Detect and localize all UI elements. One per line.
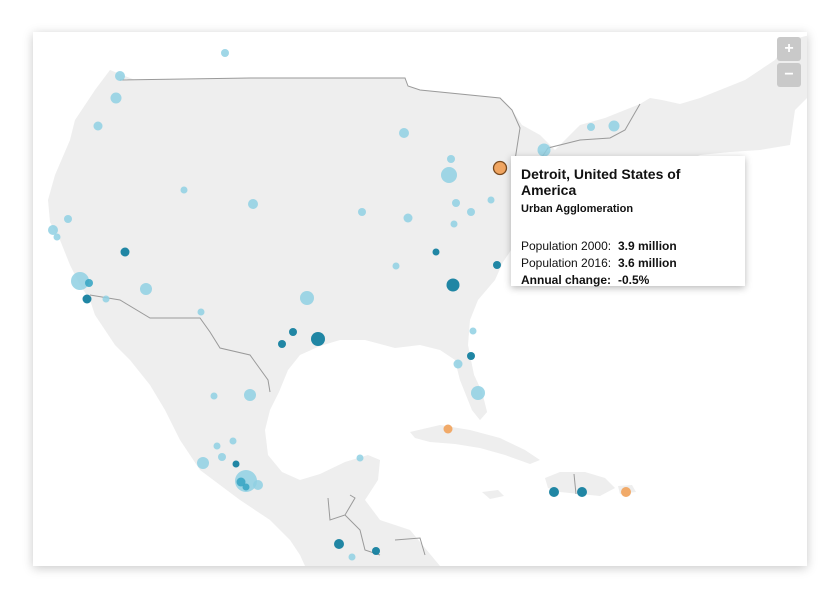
city-marker[interactable]	[447, 155, 455, 163]
tooltip-value: -0.5%	[618, 273, 650, 287]
city-marker[interactable]	[487, 196, 495, 204]
city-marker[interactable]	[210, 392, 218, 400]
city-marker[interactable]	[446, 278, 460, 292]
city-marker[interactable]	[197, 457, 209, 469]
city-marker[interactable]	[587, 123, 595, 131]
city-marker[interactable]	[102, 295, 110, 303]
city-marker[interactable]	[235, 470, 257, 492]
zoom-out-button[interactable]: −	[777, 63, 801, 87]
zoom-in-button[interactable]: +	[777, 37, 801, 61]
city-marker[interactable]	[253, 480, 263, 490]
city-marker[interactable]	[549, 487, 559, 497]
tooltip-row-annual-change: Annual change: -0.5%	[521, 272, 735, 289]
city-marker[interactable]	[469, 327, 477, 335]
city-marker[interactable]	[180, 186, 188, 194]
city-marker[interactable]	[110, 92, 122, 104]
city-marker[interactable]	[356, 454, 364, 462]
haiti-dr-border	[573, 473, 577, 495]
city-marker[interactable]	[452, 199, 460, 207]
city-marker[interactable]	[82, 294, 92, 304]
city-marker[interactable]	[71, 272, 89, 290]
city-marker[interactable]	[64, 215, 72, 223]
city-marker[interactable]	[218, 453, 226, 461]
city-marker[interactable]	[85, 279, 93, 287]
city-marker[interactable]	[48, 225, 58, 235]
city-marker[interactable]	[399, 128, 409, 138]
city-marker[interactable]	[348, 553, 356, 561]
tooltip-value: 3.9 million	[618, 239, 677, 253]
tooltip-label: Annual change:	[521, 273, 612, 287]
city-marker[interactable]	[392, 262, 400, 270]
city-marker[interactable]	[467, 352, 475, 360]
us-mexico-border	[89, 294, 271, 393]
tooltip-title: Detroit, United States of America	[521, 166, 681, 198]
city-marker[interactable]	[311, 332, 325, 346]
city-marker[interactable]	[372, 547, 380, 555]
tooltip-label: Population 2000:	[521, 239, 612, 253]
florida-peninsula	[455, 350, 487, 420]
tooltip-subtitle: Urban Agglomeration	[521, 203, 634, 215]
city-marker[interactable]	[278, 340, 286, 348]
city-markers[interactable]	[48, 49, 631, 561]
city-marker[interactable]	[358, 208, 366, 216]
jamaica-island	[482, 490, 504, 499]
city-marker[interactable]	[229, 437, 237, 445]
cuba-island	[410, 425, 540, 464]
city-marker[interactable]	[493, 261, 501, 269]
city-marker[interactable]	[93, 121, 103, 131]
city-marker[interactable]	[453, 359, 463, 369]
tooltip-label: Population 2016:	[521, 256, 612, 270]
city-marker[interactable]	[537, 143, 551, 157]
hispaniola-island	[545, 472, 615, 496]
selected-city-marker-detroit[interactable]	[492, 160, 508, 176]
map-canvas[interactable]	[33, 32, 807, 566]
map-panel[interactable]: + − Detroit, United States of America Ur…	[33, 32, 807, 566]
city-marker[interactable]	[232, 460, 240, 468]
central-america-border-3	[394, 537, 426, 556]
tooltip-stats: Population 2000: 3.9 million Population …	[521, 238, 735, 289]
city-marker[interactable]	[471, 386, 485, 400]
city-marker[interactable]	[432, 248, 440, 256]
tooltip-row-population-2000: Population 2000: 3.9 million	[521, 238, 735, 255]
city-marker[interactable]	[621, 487, 631, 497]
baja-peninsula	[100, 300, 160, 388]
city-marker[interactable]	[120, 247, 130, 257]
city-marker[interactable]	[140, 283, 152, 295]
city-marker[interactable]	[441, 167, 457, 183]
city-marker[interactable]	[213, 442, 221, 450]
city-marker[interactable]	[443, 424, 453, 434]
city-marker[interactable]	[248, 199, 258, 209]
city-marker[interactable]	[289, 328, 297, 336]
city-marker[interactable]	[403, 213, 413, 223]
city-marker[interactable]	[467, 208, 475, 216]
city-marker[interactable]	[221, 49, 229, 57]
city-marker[interactable]	[242, 483, 250, 491]
city-marker[interactable]	[577, 487, 587, 497]
city-marker[interactable]	[197, 308, 205, 316]
city-marker[interactable]	[53, 233, 61, 241]
city-marker[interactable]	[334, 539, 344, 549]
us-canada-border	[119, 77, 521, 161]
city-marker[interactable]	[115, 71, 125, 81]
city-tooltip: Detroit, United States of America Urban …	[511, 156, 745, 289]
city-marker[interactable]	[608, 120, 620, 132]
city-marker[interactable]	[244, 389, 256, 401]
city-marker[interactable]	[450, 220, 458, 228]
city-marker[interactable]	[300, 291, 314, 305]
tooltip-row-population-2016: Population 2016: 3.6 million	[521, 255, 735, 272]
city-marker[interactable]	[236, 477, 246, 487]
tooltip-value: 3.6 million	[618, 256, 677, 270]
north-america-landmass	[48, 35, 807, 566]
